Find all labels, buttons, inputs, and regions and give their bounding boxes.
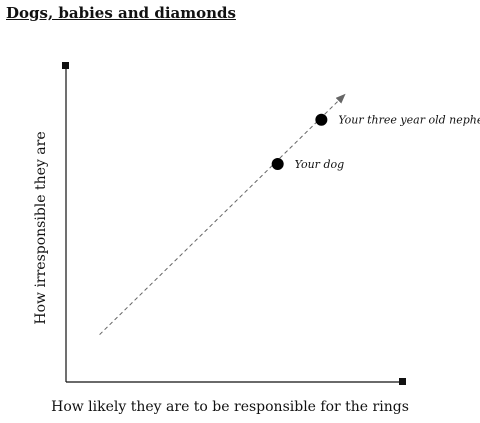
data-point-label: Your dog <box>295 158 344 171</box>
data-point <box>315 113 328 126</box>
chart-title: Dogs, babies and diamonds <box>6 4 236 22</box>
data-points: Your dog Your three year old nephew <box>271 113 480 171</box>
x-axis-label: How likely they are to be responsible fo… <box>51 399 409 415</box>
y-axis-end-marker <box>62 62 69 69</box>
trend-line <box>99 93 346 335</box>
y-axis-label: How irresponsible they are <box>33 131 49 324</box>
x-axis-end-marker <box>399 378 406 385</box>
data-point <box>271 157 284 170</box>
data-point-label: Your three year old nephew <box>338 114 480 127</box>
